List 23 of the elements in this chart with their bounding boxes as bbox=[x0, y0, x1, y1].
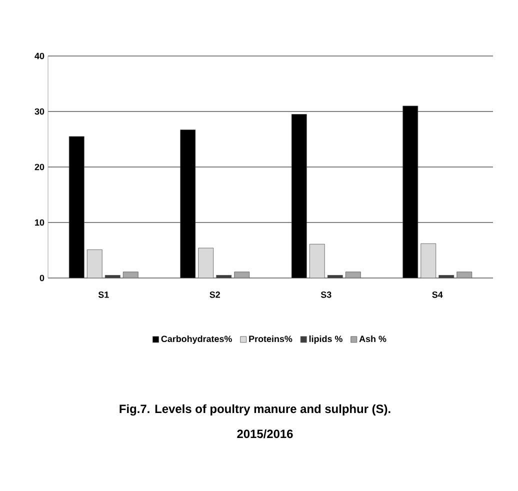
bar bbox=[68, 136, 84, 278]
bar bbox=[198, 248, 214, 278]
legend-label: lipids % bbox=[309, 335, 342, 344]
y-tick-label: 0 bbox=[40, 274, 44, 282]
x-tick-label: S4 bbox=[432, 292, 443, 298]
y-tick-label: 20 bbox=[34, 164, 44, 170]
bar bbox=[291, 114, 307, 278]
legend-label: Proteins% bbox=[249, 335, 292, 342]
y-tick-label: 30 bbox=[34, 108, 44, 115]
bar bbox=[86, 249, 102, 278]
bar bbox=[402, 106, 418, 278]
x-tick-label: S3 bbox=[320, 292, 332, 298]
legend-label: Ash % bbox=[359, 335, 386, 342]
bar bbox=[420, 243, 436, 278]
bar bbox=[309, 244, 325, 278]
bar bbox=[180, 130, 196, 278]
legend-label: Carbohydrates% bbox=[161, 335, 232, 344]
y-tick-label: 40 bbox=[34, 52, 44, 60]
text: 2015/2016 bbox=[237, 429, 293, 438]
text: Fig.7. Levels of poultry manure and sulphur (S). bbox=[120, 404, 390, 416]
x-tick-label: S1 bbox=[98, 292, 109, 298]
x-tick-label: S2 bbox=[210, 292, 220, 298]
y-tick-label: 10 bbox=[35, 219, 44, 226]
